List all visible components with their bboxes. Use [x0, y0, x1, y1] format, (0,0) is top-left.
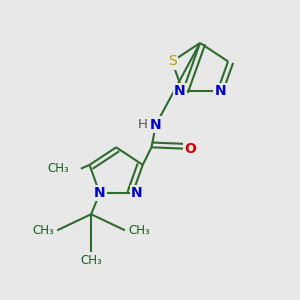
Text: N: N — [214, 84, 226, 98]
Text: O: O — [184, 142, 196, 156]
Text: N: N — [131, 186, 143, 200]
Text: CH₃: CH₃ — [80, 254, 102, 267]
Text: H: H — [138, 118, 148, 131]
Text: CH₃: CH₃ — [128, 224, 150, 237]
Text: CH₃: CH₃ — [47, 162, 69, 175]
Text: S: S — [168, 54, 176, 68]
Text: CH₃: CH₃ — [33, 224, 54, 237]
Text: N: N — [150, 118, 162, 132]
Text: N: N — [174, 84, 186, 98]
Text: N: N — [94, 186, 106, 200]
